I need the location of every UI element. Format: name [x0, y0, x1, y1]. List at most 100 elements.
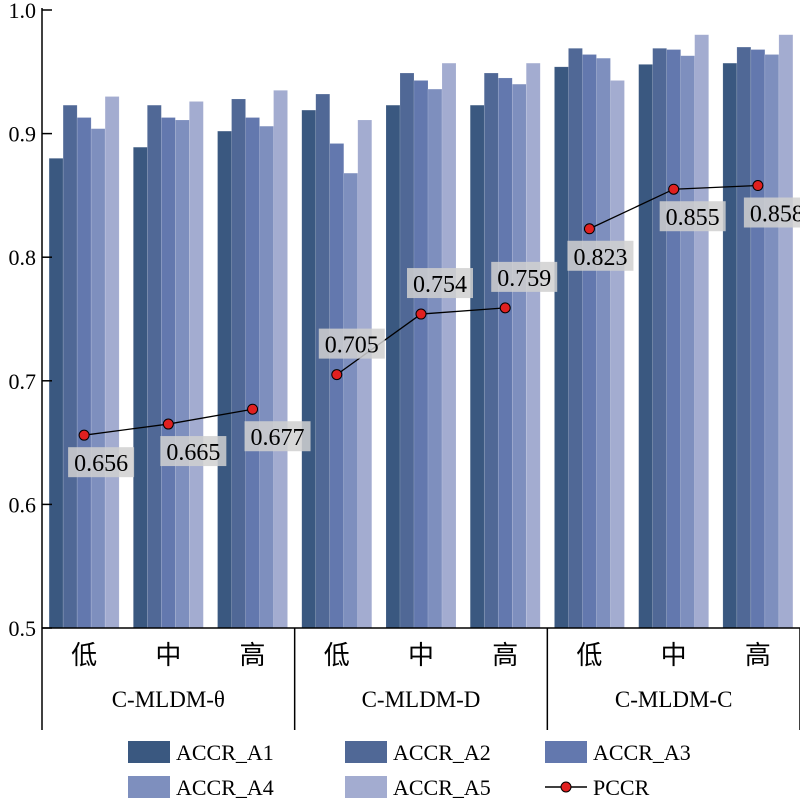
legend-label: ACCR_A2: [393, 740, 491, 765]
pccr-point: [499, 302, 511, 314]
data-label-box: [160, 436, 227, 467]
legend-label: ACCR_A4: [176, 775, 274, 800]
bar-accr_a1: [48, 158, 64, 629]
pccr-point: [78, 429, 90, 441]
data-label-box: [68, 447, 135, 478]
bar-accr_a1: [554, 66, 569, 629]
legend-swatch: [128, 776, 170, 798]
x-tick-label: 中: [661, 641, 687, 671]
bar-accr_a4: [680, 55, 695, 629]
bar-accr_a4: [764, 54, 780, 629]
bar-accr_a1: [217, 130, 232, 629]
bar-accr_a4: [511, 83, 527, 629]
y-tick-label: 0.7: [9, 369, 37, 394]
x-tick-label: 中: [408, 641, 434, 671]
bar-accr_a4: [175, 119, 190, 629]
bar-accr_a5: [525, 62, 541, 629]
legend-label: PCCR: [593, 775, 650, 800]
y-tick-label: 1.0: [9, 0, 37, 23]
x-tick-label: 低: [71, 641, 97, 671]
bar-accr_a3: [245, 117, 260, 629]
bar-accr_a5: [778, 34, 794, 629]
bar-accr_a1: [638, 64, 653, 629]
bar-accr_a3: [76, 117, 92, 629]
bar-accr_a3: [750, 49, 766, 629]
pccr-point: [668, 183, 680, 195]
pccr-data-label: 0.705: [325, 333, 379, 359]
bar-accr_a5: [357, 119, 373, 629]
pccr-point: [331, 369, 343, 381]
bar-accr_a5: [273, 90, 288, 629]
x-tick-label: 低: [324, 641, 350, 671]
bar-accr_a4: [259, 125, 274, 629]
legend-label: ACCR_A5: [393, 775, 491, 800]
y-tick-label: 0.9: [9, 122, 37, 147]
y-tick-label: 0.6: [9, 492, 37, 517]
bar-accr_a4: [596, 57, 611, 629]
y-tick-label: 0.8: [9, 245, 37, 270]
pccr-point: [583, 223, 595, 235]
data-label-box: [567, 240, 634, 271]
legend-label: ACCR_A1: [176, 740, 274, 765]
bar-accr_a3: [582, 54, 597, 629]
legend-swatch: [345, 776, 387, 798]
bar-accr_a5: [441, 62, 457, 629]
x-tick-label: 中: [155, 641, 181, 671]
bar-accr_a2: [399, 72, 415, 629]
data-label-box: [491, 261, 558, 292]
bar-accr_a2: [652, 48, 667, 629]
legend-marker-pccr: [560, 781, 572, 793]
x-tick-label: 低: [576, 641, 602, 671]
pccr-point: [415, 308, 427, 320]
legend-swatch: [545, 741, 587, 763]
pccr-data-label: 0.855: [666, 205, 720, 231]
bar-accr_a5: [610, 80, 625, 629]
bar-accr_a1: [301, 109, 317, 629]
x-tick-label: 高: [745, 641, 771, 671]
legend-label: ACCR_A3: [593, 740, 691, 765]
pccr-data-label: 0.759: [497, 266, 551, 292]
bar-accr_a2: [315, 93, 331, 629]
group-label: C-MLDM-θ: [112, 687, 225, 712]
bar-accr_a2: [483, 72, 499, 629]
x-tick-label: 高: [240, 641, 266, 671]
bar-accr_a4: [427, 88, 443, 629]
bar-accr_a2: [568, 48, 583, 629]
bar-accr_a2: [231, 98, 246, 629]
bar-accr_a1: [469, 104, 485, 629]
bar-accr_a5: [104, 96, 120, 629]
bar-accr_a2: [736, 46, 752, 629]
pccr-point: [247, 403, 259, 415]
bar-accr_a2: [62, 104, 78, 629]
bar-accr_a1: [722, 62, 738, 629]
pccr-data-label: 0.656: [74, 451, 128, 477]
bar-accr_a3: [413, 80, 429, 629]
data-label-box: [244, 421, 311, 452]
bar-accr_a3: [161, 117, 176, 629]
bar-accr_a5: [189, 101, 204, 629]
bar-accr_a5: [694, 34, 709, 629]
group-label: C-MLDM-D: [362, 687, 481, 712]
bar-accr_a3: [497, 77, 513, 629]
bar-accr_a2: [147, 104, 162, 629]
data-label-box: [659, 201, 726, 232]
pccr-point: [162, 418, 174, 430]
bar-accr_a1: [385, 104, 401, 629]
bar-accr_a3: [329, 143, 345, 629]
data-label-box: [318, 328, 385, 359]
group-label: C-MLDM-C: [615, 687, 733, 712]
data-label-box: [407, 268, 473, 299]
y-tick-label: 0.5: [9, 616, 37, 641]
bar-accr_a4: [343, 172, 359, 629]
pccr-point: [752, 180, 764, 192]
bar-accr_a1: [133, 146, 148, 629]
pccr-data-label: 0.677: [251, 425, 305, 451]
legend-swatch: [128, 741, 170, 763]
legend-swatch: [345, 741, 387, 763]
pccr-data-label: 0.754: [413, 272, 467, 298]
pccr-data-label: 0.665: [166, 440, 220, 466]
pccr-data-label: 0.858: [750, 202, 800, 228]
bar-accr_a4: [90, 128, 106, 629]
